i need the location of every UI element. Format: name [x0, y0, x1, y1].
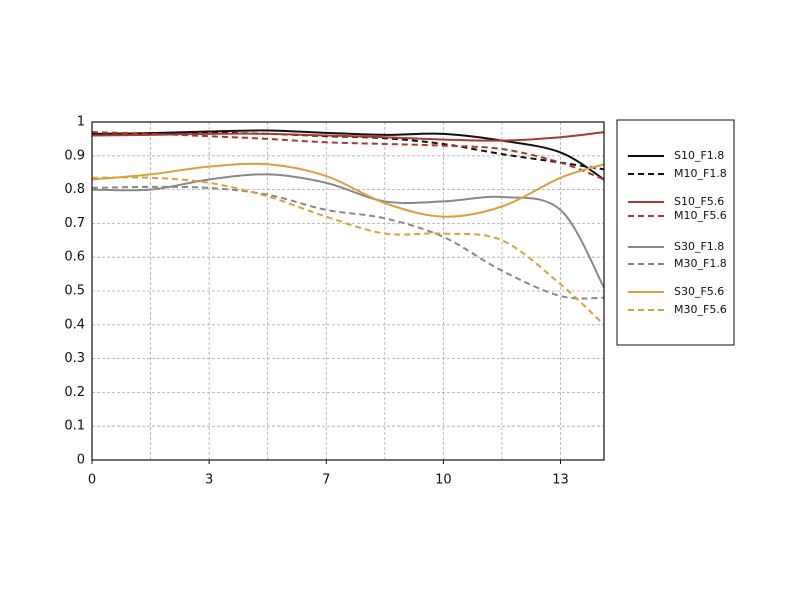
legend-label: M10_F1.8	[674, 167, 727, 180]
legend-label: M30_F5.6	[674, 303, 727, 316]
series-line	[91, 176, 605, 326]
y-tick-label: 0.1	[64, 419, 85, 434]
series-line	[91, 162, 605, 218]
x-tick-label: 0	[88, 473, 96, 488]
legend-label: S30_F5.6	[674, 285, 724, 298]
legend-label: S10_F5.6	[674, 195, 724, 208]
y-tick-label: 0	[77, 453, 85, 468]
series-line	[91, 185, 605, 300]
series-line	[91, 131, 605, 142]
legend-label: M30_F1.8	[674, 257, 727, 270]
legend-label: M10_F5.6	[674, 209, 727, 222]
plot-frame	[91, 121, 605, 461]
plot-area	[91, 121, 605, 461]
x-tick-label: 13	[552, 473, 569, 488]
series-line	[91, 131, 605, 171]
legend-box	[616, 119, 735, 346]
x-tick-label: 7	[322, 473, 330, 488]
y-tick-label: 0.6	[64, 250, 85, 265]
y-tick-label: 0.8	[64, 182, 85, 197]
x-tick-label: 3	[205, 473, 213, 488]
series-line	[91, 129, 605, 181]
y-tick-label: 0.3	[64, 351, 85, 366]
series-line	[91, 131, 605, 181]
series-line	[91, 173, 605, 289]
legend-label: S30_F1.8	[674, 240, 724, 253]
legend-label: S10_F1.8	[674, 149, 724, 162]
y-tick-label: 1	[77, 115, 85, 130]
y-tick-label: 0.2	[64, 385, 85, 400]
x-tick-label: 10	[435, 473, 452, 488]
y-tick-label: 0.4	[64, 317, 85, 332]
y-tick-label: 0.9	[64, 148, 85, 163]
y-tick-label: 0.5	[64, 284, 85, 299]
y-tick-label: 0.7	[64, 216, 85, 231]
